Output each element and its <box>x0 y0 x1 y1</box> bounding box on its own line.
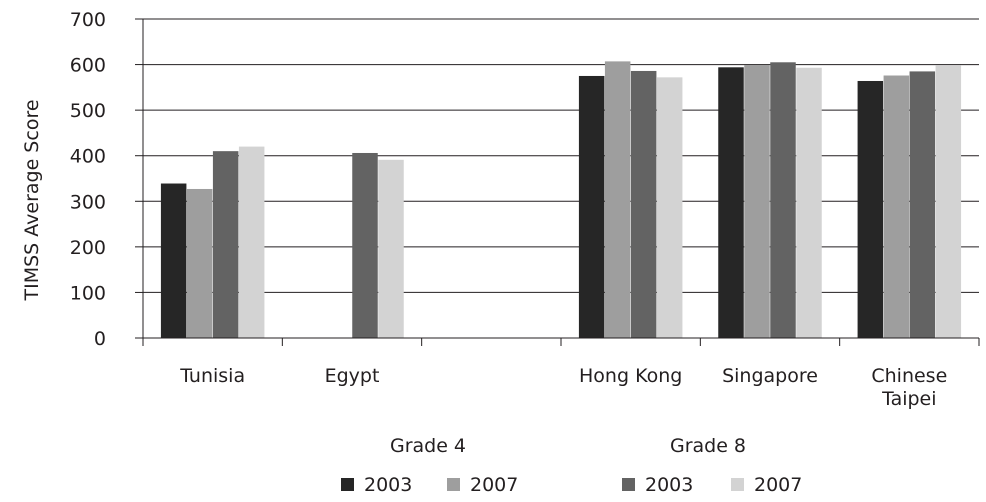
bar <box>630 70 657 339</box>
bar <box>909 71 936 339</box>
x-category-label: Hong Kong <box>579 365 682 387</box>
bar <box>604 61 631 338</box>
legend-entry-label: 2003 <box>364 474 412 496</box>
legend-group-label: Grade 4 <box>390 435 466 457</box>
bar <box>578 75 605 338</box>
y-tick-label: 600 <box>70 55 106 77</box>
bar <box>744 65 770 338</box>
y-axis-label: TIMSS Average Score <box>21 99 43 301</box>
x-category-label: Chinese <box>871 365 947 387</box>
bar <box>352 152 378 338</box>
bar <box>212 151 239 338</box>
y-tick-label: 500 <box>70 100 106 122</box>
bar <box>238 146 265 338</box>
bar <box>656 77 683 339</box>
legend-entry-label: 2007 <box>754 474 802 496</box>
y-tick-label: 300 <box>70 191 106 213</box>
y-tick-label: 200 <box>70 237 106 259</box>
y-tick-label: 400 <box>70 146 106 168</box>
legend-swatch <box>447 478 460 491</box>
legend-swatch <box>731 478 744 491</box>
bar <box>378 159 404 338</box>
legend-group-label: Grade 8 <box>670 435 746 457</box>
bar <box>883 75 910 338</box>
axes: 0 100 200 300 400 500 600 700 Tunisia Egypt Hong K… <box>70 9 980 410</box>
gridlines <box>143 18 979 293</box>
x-category-label: Egypt <box>325 365 380 387</box>
bars <box>160 61 962 339</box>
legend-entry-label: 2003 <box>645 474 693 496</box>
bar <box>186 188 213 338</box>
x-category-label: Tunisia <box>179 365 245 387</box>
legend-swatch <box>341 478 354 491</box>
legend: Grade 4 Grade 8 2003 2007 2003 2007 <box>341 435 802 496</box>
legend-entry-label: 2007 <box>470 474 518 496</box>
bar <box>160 183 187 338</box>
bar <box>718 67 744 338</box>
x-category-label: Singapore <box>722 365 818 387</box>
y-tick-label: 700 <box>70 9 106 31</box>
x-category-label: Taipei <box>881 388 936 410</box>
legend-swatch <box>622 478 635 491</box>
y-tick-label: 100 <box>70 282 106 304</box>
bar <box>796 67 822 339</box>
bar <box>935 65 962 339</box>
y-tick-label: 0 <box>94 328 106 350</box>
bar <box>857 80 884 338</box>
bar <box>770 62 796 339</box>
